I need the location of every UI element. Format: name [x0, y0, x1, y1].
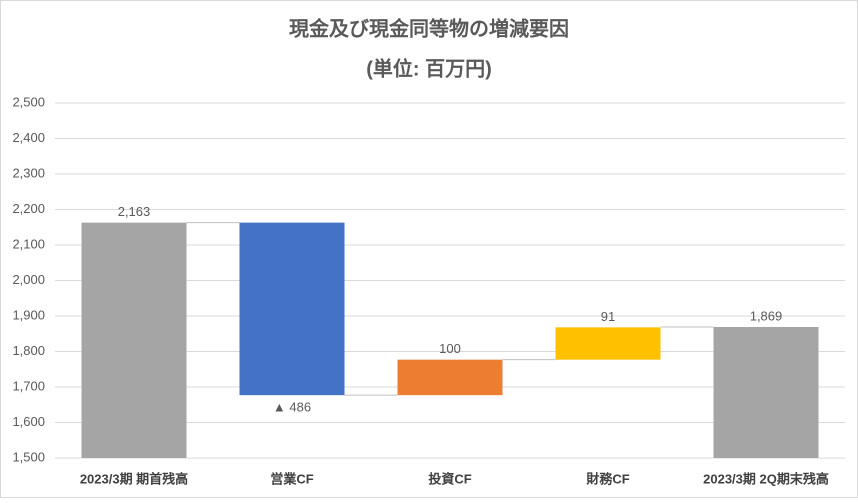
- y-tick-label: 2,400: [12, 130, 45, 145]
- y-tick-label: 2,500: [12, 94, 45, 109]
- y-tick-label: 1,600: [12, 414, 45, 429]
- x-tick-label: 財務CF: [585, 471, 629, 486]
- y-tick-label: 1,900: [12, 307, 45, 322]
- y-tick-label: 1,700: [12, 378, 45, 393]
- value-label: ▲ 486: [273, 400, 311, 415]
- value-label: 2,163: [118, 204, 151, 219]
- x-tick-label: 2023/3期 2Q期末残高: [703, 471, 829, 486]
- y-tick-label: 2,300: [12, 165, 45, 180]
- x-tick-label: 営業CF: [270, 471, 313, 486]
- y-tick-label: 1,800: [12, 343, 45, 358]
- chart-title: 現金及び現金同等物の増減要因: [289, 16, 569, 40]
- y-tick-label: 2,200: [12, 201, 45, 216]
- chart-subtitle: (単位: 百万円): [366, 56, 492, 80]
- bar: [239, 222, 345, 396]
- bar: [713, 327, 819, 458]
- bar: [555, 327, 661, 360]
- y-tick-label: 2,000: [12, 272, 45, 287]
- y-tick-label: 2,100: [12, 236, 45, 251]
- value-label: 1,869: [750, 308, 783, 323]
- x-tick-label: 投資CF: [428, 471, 471, 486]
- y-tick-label: 1,500: [12, 449, 45, 464]
- value-label: 91: [601, 309, 615, 324]
- value-label: 100: [439, 341, 461, 356]
- bar: [81, 222, 187, 458]
- bar: [397, 359, 503, 396]
- x-tick-label: 2023/3期 期首残高: [80, 471, 188, 486]
